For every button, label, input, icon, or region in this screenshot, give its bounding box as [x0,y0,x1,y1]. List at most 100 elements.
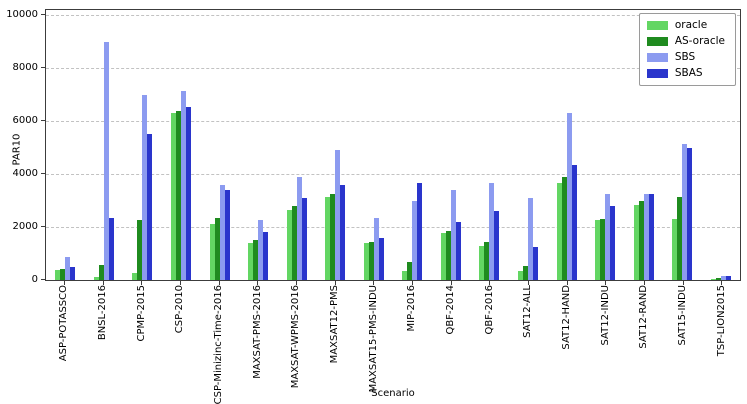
x-tick-label: QBF-2014 [445,285,457,335]
x-tick-label: MAXSAT15-PMS-INDU [367,285,379,393]
x-tick-label: ASP-POTASSCO [58,285,70,362]
x-tick-label: CSP-Minizinc-Time-2016 [213,285,225,404]
x-tick-mark [702,281,741,285]
bar-oracle [556,183,562,280]
x-tick-mark [548,281,587,285]
bar-SBAS [610,205,616,280]
x-tick-label: MAXSAT-PMS-2016 [251,285,263,379]
legend-label: AS-oracle [674,35,725,47]
bar-SBAS [340,184,346,280]
bar-oracle [710,279,716,280]
x-tick-label: CSP-2010 [174,285,186,334]
bar-group-QBF-2016 [470,10,509,280]
bar-oracle [286,209,292,280]
bar-AS-oracle [291,205,297,280]
bar-SBS [566,113,572,280]
bar-SBS [219,184,225,280]
bar-AS-oracle [330,194,336,280]
bar-oracle [363,242,369,280]
x-tick-mark [84,281,123,285]
x-tick-label: BNSL-2016 [97,285,108,341]
x-tick-label: QBF-2016 [483,285,495,335]
bar-SBS [65,256,71,280]
bar-AS-oracle [214,218,220,280]
y-axis-label: PAR10 [11,133,23,166]
bar-oracle [132,273,138,280]
x-tick-label: SAT12-RAND [638,285,650,349]
x-tick-label: SAT15-INDU [677,285,689,346]
x-tick-label: CPMP-2015 [135,285,147,342]
x-tick-label: SAT12-HAND [561,285,573,350]
bar-SBAS [263,232,269,280]
bar-SBS [335,150,341,280]
bar-AS-oracle [561,177,567,280]
gridline [46,15,740,17]
bar-group-MAXSAT-PMS-2016 [239,10,278,280]
gridline [46,68,740,70]
bar-groups [46,10,740,280]
bar-SBAS [687,147,693,280]
bar-SBAS [378,237,384,280]
x-axis-label: Scenario [371,388,415,399]
bar-oracle [402,271,408,280]
x-tick-mark [470,281,509,285]
y-tick-label: 2000 [12,221,38,233]
bar-group-SAT12-ALL [509,10,548,280]
x-tick-mark [625,281,664,285]
y-tick-mark [41,226,45,228]
x-tick-labels: ASP-POTASSCO BNSL-2016 CPMP-2015 CSP-2010 CS… [45,285,741,404]
legend-label: SBAS [674,67,703,79]
bar-AS-oracle [600,219,606,280]
bar-SBS [103,41,109,280]
legend-swatch-icon [646,69,668,78]
y-tick-label: 10000 [6,9,38,21]
bar-SBAS [185,106,191,280]
bar-SBAS [494,211,500,280]
y-tick-label: 4000 [12,168,38,180]
bar-group-ASP-POTASSCO [46,10,85,280]
x-tick-label: TSP-LION2015 [715,285,727,357]
x-tick-mark [509,281,548,285]
bar-AS-oracle [407,261,413,280]
x-tick-marks [45,281,741,285]
y-tick-mark [41,120,45,122]
x-tick-mark [586,281,625,285]
bar-oracle [170,113,176,280]
bar-group-SAT15-INDU [663,10,702,280]
bar-group-MAXSAT12-PMS [316,10,355,280]
bar-AS-oracle [98,265,104,280]
bar-oracle [325,196,331,280]
bar-group-MAXSAT15-PMS-INDU [355,10,394,280]
bar-SBAS [70,267,76,280]
x-tick-mark [200,281,239,285]
bar-SBS [180,90,186,280]
bar-AS-oracle [253,240,259,280]
y-tick-mark [41,173,45,175]
bar-group-BNSL-2016 [85,10,124,280]
bar-SBAS [725,276,731,280]
bar-SBS [412,200,418,280]
bar-SBAS [147,134,153,280]
bar-oracle [479,245,485,280]
legend-swatch-icon [646,37,668,46]
bar-SBS [489,183,495,280]
bar-AS-oracle [638,200,644,280]
legend-item-oracle: oracle [646,20,725,31]
bar-SBS [528,197,534,280]
legend-item-AS-oracle: AS-oracle [646,35,725,47]
bar-group-CPMP-2015 [123,10,162,280]
bar-AS-oracle [175,110,181,280]
bar-group-SAT12-INDU [586,10,625,280]
x-tick-mark [238,281,277,285]
bar-AS-oracle [484,241,490,280]
legend: oracle AS-oracle SBS SBAS [638,13,736,86]
bar-group-QBF-2014 [432,10,471,280]
bar-SBAS [301,197,307,280]
bar-SBS [373,217,379,280]
x-tick-mark [277,281,316,285]
legend-item-SBS: SBS [646,52,725,63]
x-tick-label: SAT12-INDU [599,285,611,346]
bar-oracle [209,224,215,280]
bar-group-MIP-2016 [393,10,432,280]
